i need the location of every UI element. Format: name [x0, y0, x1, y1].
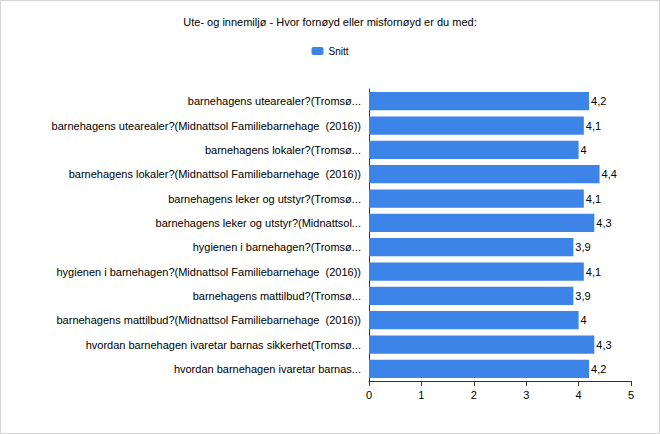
svg-text:hygienen i barnehagen?(Tromsø.: hygienen i barnehagen?(Tromsø... [193, 241, 361, 253]
svg-text:Ute- og innemiljø - Hvor fornø: Ute- og innemiljø - Hvor fornøyd eller m… [183, 16, 476, 28]
svg-text:4,3: 4,3 [596, 217, 611, 229]
svg-text:3: 3 [523, 389, 529, 401]
svg-text:barnehagens mattilbud?(Tromsø.: barnehagens mattilbud?(Tromsø... [193, 290, 361, 302]
svg-text:5: 5 [628, 389, 634, 401]
svg-text:4,1: 4,1 [586, 266, 601, 278]
svg-text:barnehagens mattilbud?(Midnatt: barnehagens mattilbud?(Midnattsol Famili… [56, 314, 361, 326]
svg-text:hvordan barnehagen ivaretar ba: hvordan barnehagen ivaretar barnas sikke… [86, 339, 361, 351]
svg-text:Snitt: Snitt [328, 46, 348, 57]
svg-text:4,2: 4,2 [591, 95, 606, 107]
svg-text:barnehagens utearealer?(Midnat: barnehagens utearealer?(Midnattsol Famil… [52, 120, 361, 132]
svg-text:2: 2 [471, 389, 477, 401]
svg-text:hvordan barnehagen ivaretar ba: hvordan barnehagen ivaretar barnas... [174, 363, 361, 375]
svg-text:barnehagens leker og utstyr?(M: barnehagens leker og utstyr?(Midnattsol.… [156, 217, 361, 229]
svg-text:barnehagens leker og utstyr?(T: barnehagens leker og utstyr?(Tromsø... [168, 193, 361, 205]
svg-text:1: 1 [418, 389, 424, 401]
svg-text:3,9: 3,9 [575, 241, 590, 253]
svg-text:4,4: 4,4 [602, 168, 617, 180]
svg-text:4: 4 [581, 144, 587, 156]
svg-text:4,2: 4,2 [591, 363, 606, 375]
svg-text:barnehagens lokaler?(Midnattso: barnehagens lokaler?(Midnattsol Familieb… [69, 168, 361, 180]
svg-text:barnehagens utearealer?(Tromsø: barnehagens utearealer?(Tromsø... [188, 95, 361, 107]
svg-text:0: 0 [366, 389, 372, 401]
svg-text:4: 4 [581, 314, 587, 326]
svg-text:4,1: 4,1 [586, 193, 601, 205]
svg-text:4: 4 [576, 389, 582, 401]
svg-text:hygienen i barnehagen?(Midnatt: hygienen i barnehagen?(Midnattsol Famili… [56, 266, 361, 278]
svg-text:4,3: 4,3 [596, 339, 611, 351]
svg-text:4,1: 4,1 [586, 120, 601, 132]
svg-text:3,9: 3,9 [575, 290, 590, 302]
svg-text:barnehagens lokaler?(Tromsø...: barnehagens lokaler?(Tromsø... [205, 144, 361, 156]
